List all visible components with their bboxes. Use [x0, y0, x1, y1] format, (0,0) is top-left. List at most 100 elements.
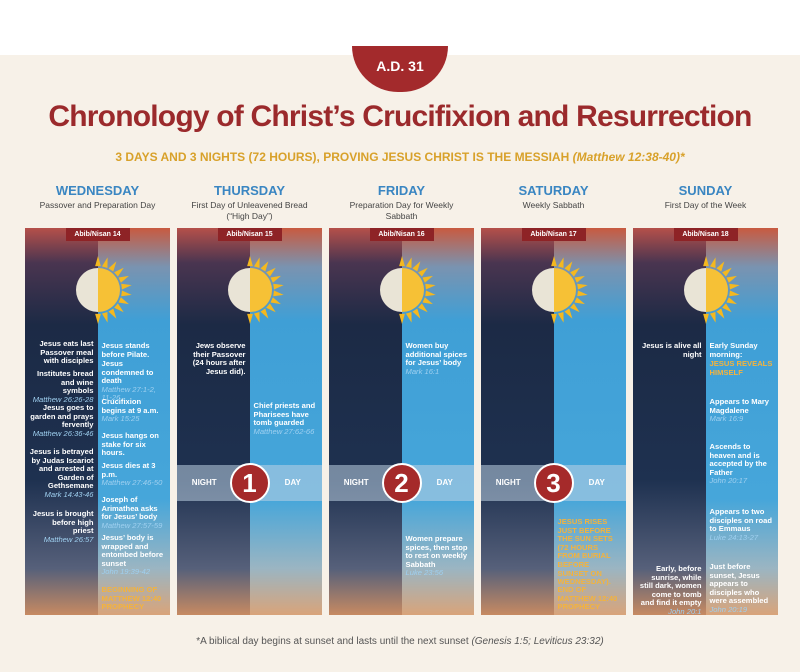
- event-text: Jesus is betrayed by Judas Iscariot and …: [29, 447, 94, 491]
- sun-ray: [721, 267, 732, 277]
- event-ref: Mark 16:1: [405, 366, 440, 376]
- event-text: Appears to two disciples on road to Emma…: [709, 507, 772, 534]
- sun: [401, 268, 424, 312]
- footer: *A biblical day begins at sunset and las…: [0, 636, 800, 647]
- day-name: SUNDAY: [678, 183, 733, 198]
- event: Appears to two disciples on road to Emma…: [709, 507, 774, 542]
- event: Crucifixion begins at 9 a.m. Mark 15:25: [101, 397, 166, 424]
- subtitle-text: 3 DAYS AND 3 NIGHTS (72 HOURS), PROVING …: [115, 150, 570, 164]
- event: Joseph of Arimathea asks for Jesus’ body…: [101, 495, 166, 530]
- sun-ray: [265, 267, 276, 277]
- event: Ascends to heaven and is accepted by the…: [709, 442, 774, 486]
- night-label: NIGHT: [343, 478, 369, 487]
- sun-ray: [709, 257, 716, 268]
- sun-ray: [557, 257, 564, 268]
- event-text: Jews observe their Passover (24 hours af…: [192, 341, 246, 376]
- sun-ray: [421, 275, 433, 283]
- event: Institutes bread and wine symbols Matthew…: [30, 369, 94, 404]
- sun-moon: [227, 256, 284, 324]
- day-label: DAY: [436, 478, 453, 487]
- event-text: Jesus is brought before high priest: [32, 509, 94, 536]
- event: Jews observe their Passover (24 hours af…: [182, 341, 246, 376]
- event-text: Jesus’ body is wrapped and entombed befo…: [101, 533, 164, 568]
- event-text: Jesus stands before Pilate.: [101, 341, 150, 359]
- day-name: THURSDAY: [213, 183, 286, 198]
- event-ref: Matthew 26:36-46: [32, 428, 94, 438]
- event-ref: Mark 14:43-46: [44, 489, 94, 499]
- event-text: Ascends to heaven and is accepted by the…: [709, 442, 767, 477]
- day-subtitle: Preparation Day for Weekly Sabbath: [349, 200, 454, 221]
- sun-ray: [550, 313, 557, 324]
- sun-ray: [113, 303, 124, 313]
- day-name: WEDNESDAY: [55, 183, 140, 198]
- sun-ray: [715, 261, 724, 272]
- night-label: NIGHT: [191, 478, 217, 487]
- day-subtitle: First Day of Unleavened Bread (“High Day…: [191, 200, 308, 221]
- event-ref: Luke 23:56: [405, 568, 444, 578]
- day-label: DAY: [284, 478, 301, 487]
- event-text: BEGINNING OF MATTHEW 12:40 PROPHECY: [101, 585, 162, 612]
- event-ref: Mark 16:9: [709, 414, 744, 424]
- night-number: 3: [533, 463, 574, 503]
- event-ref: Mark 15:25: [101, 414, 140, 424]
- title: Chronology of Christ’s Crucifixion and R…: [48, 100, 752, 133]
- event-ref: Matthew 27:46-50: [101, 478, 163, 488]
- sun-ray: [94, 313, 101, 324]
- sun-ray: [269, 275, 281, 283]
- sun-ray: [101, 312, 108, 323]
- event-text: JESUS RISES JUST BEFORE THE SUN SETS (72…: [557, 517, 613, 587]
- sun-ray: [272, 290, 284, 297]
- event-ref: Luke 24:13-27: [709, 532, 759, 542]
- event-ref: John 20:1: [668, 606, 702, 616]
- day-name: FRIDAY: [377, 183, 426, 198]
- footer-ref: (Genesis 1:5; Leviticus 23:32): [471, 636, 604, 647]
- sun-ray: [576, 283, 588, 290]
- event: Jesus is brought before high priest Matth…: [30, 509, 94, 544]
- event: Jesus goes to garden and prays fervently…: [30, 403, 94, 438]
- event-text: Institutes bread and wine symbols: [36, 369, 94, 396]
- event-text: Joseph of Arimathea asks for Jesus’ body: [101, 495, 158, 522]
- event: Jesus hangs on stake for six hours.: [102, 431, 166, 458]
- event: Jesus condemned to death Matthew 27:1-2, …: [102, 359, 166, 403]
- sun-ray: [253, 312, 260, 323]
- sun-ray: [725, 297, 737, 305]
- sun-ray: [725, 275, 737, 283]
- event: END OF MATTHEW 12:40 PROPHECY: [558, 585, 622, 612]
- event-ref: Matthew 27:62-66: [253, 426, 315, 436]
- event-text: Early, before sunrise, while still dark,…: [639, 564, 702, 608]
- date-tab: Abib/Nisan 15: [217, 228, 282, 241]
- sun-ray: [94, 256, 101, 267]
- sun-ray: [573, 297, 585, 305]
- sun-ray: [101, 257, 108, 268]
- sun-ray: [569, 303, 580, 313]
- sun-ray: [569, 267, 580, 277]
- event-text: Chief priests and Pharisees have tomb gu…: [253, 401, 316, 428]
- sun-ray: [576, 290, 588, 297]
- sun-ray: [728, 290, 740, 297]
- sun: [97, 268, 120, 312]
- sun-ray: [709, 312, 716, 323]
- moon: [683, 268, 706, 312]
- event-text: Crucifixion begins at 9 a.m.: [101, 397, 159, 415]
- event-text: Women buy additional spices for Jesus’ b…: [405, 341, 468, 368]
- sun: [705, 268, 728, 312]
- sun-ray: [117, 275, 129, 283]
- sun-moon: [379, 256, 436, 324]
- sun-ray: [550, 256, 557, 267]
- sun-ray: [557, 312, 564, 323]
- night-number: 1: [229, 463, 270, 503]
- sun-ray: [120, 290, 132, 297]
- event: Jesus’ body is wrapped and entombed befo…: [101, 533, 166, 577]
- sun-ray: [269, 297, 281, 305]
- sun-ray: [563, 308, 572, 319]
- event-text: Women prepare spices, then stop to rest …: [405, 534, 468, 569]
- day-subtitle: First Day of the Week: [664, 200, 747, 210]
- sun-ray: [411, 308, 420, 319]
- top-band: [0, 0, 800, 55]
- sun-ray: [417, 303, 428, 313]
- event: JESUS RISES JUST BEFORE THE SUN SETS (72…: [557, 517, 622, 587]
- event: Jesus eats last Passover meal with disci…: [30, 339, 93, 366]
- date-tab: Abib/Nisan 17: [521, 228, 586, 241]
- event-text: Early Sunday morning:: [709, 341, 758, 359]
